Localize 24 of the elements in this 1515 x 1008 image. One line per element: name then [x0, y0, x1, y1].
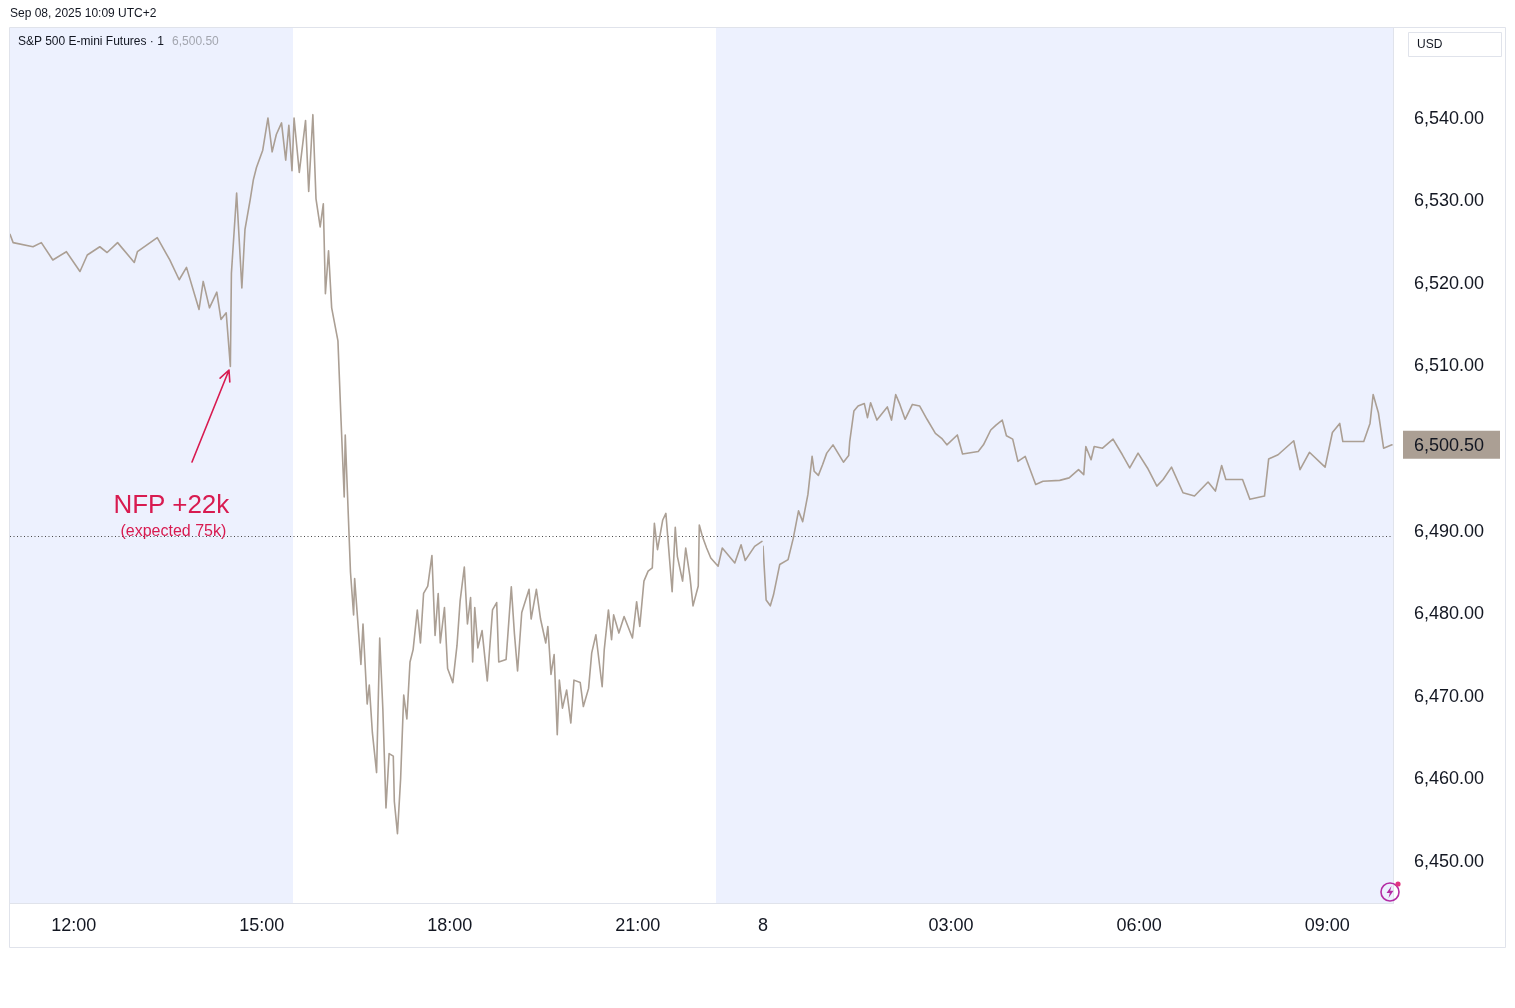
y-tick-label: 6,450.00 — [1414, 850, 1485, 871]
y-tick-label: 6,480.00 — [1414, 603, 1485, 624]
x-tick-label: 18:00 — [427, 914, 473, 935]
text: S&P 500 E-mini Futures · 1 — [18, 34, 165, 49]
x-tick-label: 06:00 — [1116, 914, 1162, 935]
x-tick-label: 03:00 — [928, 914, 974, 935]
text: 6,500.50 — [172, 34, 220, 49]
y-tick-label: 6,520.00 — [1414, 272, 1485, 293]
annotation: (expected 75k) — [120, 521, 227, 539]
y-tick-label: 6,530.00 — [1414, 190, 1485, 211]
x-tick-label: 12:00 — [51, 914, 97, 935]
x-tick-label: 09:00 — [1304, 914, 1350, 935]
y-tick-label: 6,470.00 — [1414, 685, 1485, 706]
y-tick-label: 6,510.00 — [1414, 355, 1485, 376]
x-tick-label: 15:00 — [239, 914, 285, 935]
text: Sep 08, 2025 10:09 UTC+2 — [10, 6, 157, 21]
y-axis-title: USD — [1417, 37, 1443, 52]
x-tick-label: 21:00 — [615, 914, 661, 935]
y-tick-label: 6,540.00 — [1414, 107, 1485, 128]
annotation: NFP +22k — [113, 488, 231, 519]
data-label: 6,500.50 — [1414, 434, 1485, 455]
x-tick-label: 8 — [757, 914, 769, 935]
y-tick-label: 6,490.00 — [1414, 520, 1485, 541]
y-tick-label: 6,460.00 — [1414, 768, 1485, 789]
